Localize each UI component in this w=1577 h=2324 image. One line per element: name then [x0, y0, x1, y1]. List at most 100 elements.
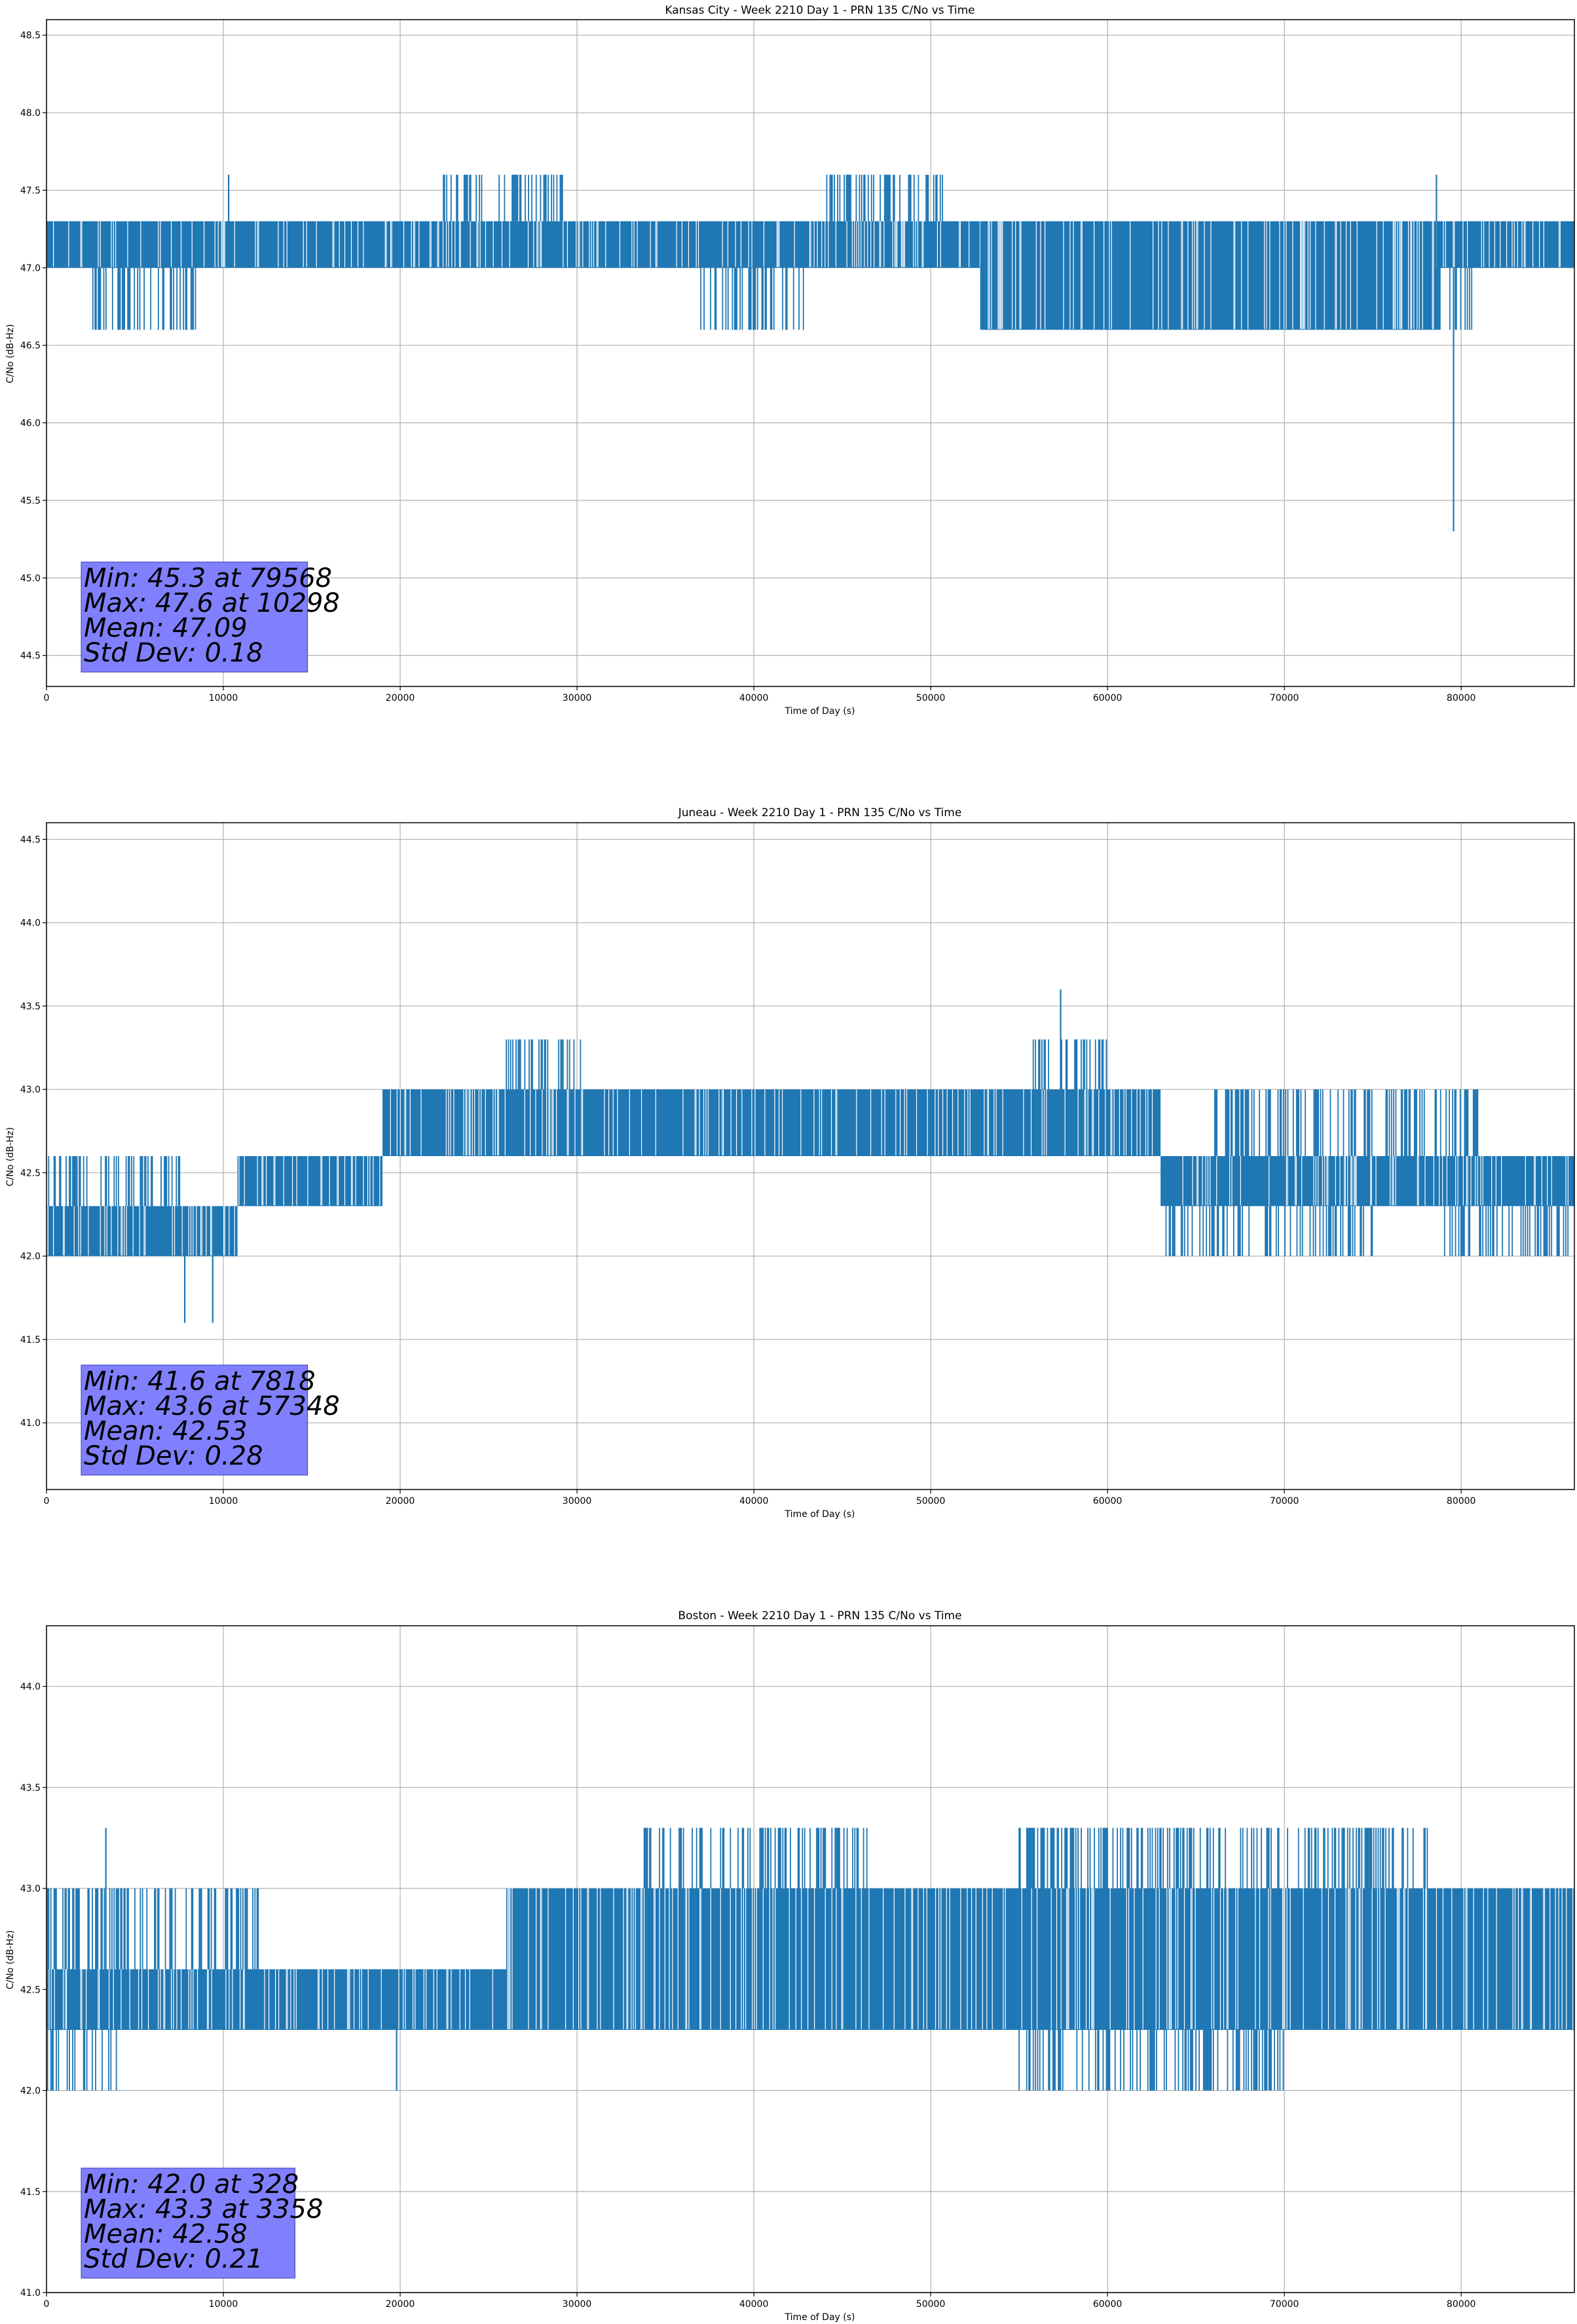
series-band: [980, 221, 1437, 330]
x-tick-label: 50000: [916, 1496, 946, 1507]
series-gap: [223, 1206, 225, 1256]
series-gap: [549, 1089, 551, 1155]
series-gap: [1513, 221, 1515, 267]
series-gap: [870, 1089, 872, 1155]
series-gap: [1259, 1888, 1261, 2029]
series-gap: [1371, 1888, 1373, 2029]
series-gap: [1085, 1089, 1086, 1155]
series-gap: [1109, 1888, 1111, 2029]
series-gap: [448, 221, 449, 267]
series-gap: [265, 1156, 267, 1206]
y-tick-label: 47.0: [20, 263, 41, 274]
series-gap: [1433, 221, 1434, 329]
series-gap: [883, 221, 885, 267]
series-gap: [447, 1969, 449, 2029]
series-gap: [1494, 221, 1495, 267]
series-gap: [492, 221, 494, 267]
series-gap: [379, 1156, 380, 1206]
series-gap: [1140, 1089, 1141, 1155]
series-gap: [608, 1089, 610, 1155]
series-gap: [957, 1089, 959, 1155]
series-gap: [867, 221, 868, 267]
series-gap: [800, 1888, 802, 2029]
y-tick-label: 41.0: [20, 2288, 41, 2298]
series-gap: [384, 221, 386, 267]
series-gap: [405, 1089, 407, 1155]
series-gap: [492, 1969, 493, 2029]
series-gap: [460, 221, 461, 267]
series-gap: [170, 1969, 172, 2029]
series-gap: [1043, 1089, 1045, 1155]
series-gap: [1543, 1888, 1544, 2029]
series-gap: [1393, 1156, 1394, 1206]
series-gap: [390, 1089, 391, 1155]
series-gap: [117, 1206, 119, 1256]
series-gap: [1384, 1888, 1386, 2029]
series-gap: [1081, 221, 1083, 329]
series-gap: [485, 1089, 486, 1155]
series-gap: [880, 221, 881, 267]
series-gap: [1424, 1156, 1426, 1206]
series-gap: [286, 1969, 287, 2029]
series-band: [46, 221, 980, 268]
series-gap: [1572, 1888, 1574, 2029]
series-gap: [468, 1089, 470, 1155]
series-gap: [163, 1969, 164, 2029]
series-gap: [626, 1888, 627, 2029]
series-gap: [600, 1888, 601, 2029]
series-gap: [912, 1888, 914, 2029]
series-gap: [1379, 1888, 1381, 2029]
series-gap: [174, 1206, 176, 1256]
series-gap: [1219, 1888, 1221, 2029]
series-gap: [764, 1089, 766, 1155]
series-gap: [420, 1089, 422, 1155]
series-gap: [1462, 1156, 1464, 1206]
y-tick-label: 44.5: [20, 834, 41, 845]
series-gap: [527, 221, 529, 267]
series-band: [46, 1206, 238, 1256]
series-gap: [258, 221, 259, 267]
series-gap: [1035, 221, 1037, 329]
series-gap: [1092, 1089, 1094, 1155]
series-gap: [451, 221, 453, 267]
series-gap: [62, 1969, 64, 2029]
series-gap: [1521, 1888, 1523, 2029]
y-tick-label: 44.5: [20, 651, 41, 662]
series-cno: [46, 174, 1574, 532]
stats-box: [81, 1364, 308, 1476]
stats-line: Min: 41.6 at 7818: [84, 1366, 316, 1396]
series-gap: [445, 221, 447, 267]
x-tick-label: 0: [44, 2299, 50, 2310]
panel-boston: Boston - Week 2210 Day 1 - PRN 135 C/No …: [5, 1609, 1575, 2323]
series-gap: [722, 221, 723, 267]
series-gap: [547, 1888, 549, 2029]
series-gap: [1240, 221, 1242, 329]
y-tick-label: 42.5: [20, 1168, 41, 1178]
series-gap: [1088, 1888, 1090, 2029]
series-gap: [629, 1089, 630, 1155]
x-tick-label: 60000: [1093, 1496, 1122, 1507]
series-gap: [697, 221, 699, 267]
series-gap: [1566, 1888, 1567, 2029]
series-gap: [1292, 221, 1293, 329]
series-gap: [100, 221, 101, 267]
series-gap: [141, 1969, 143, 2029]
series-gap: [892, 221, 893, 267]
series-gap: [989, 221, 990, 329]
stats-line: Std Dev: 0.21: [84, 2244, 263, 2274]
series-gap: [1229, 1156, 1231, 1206]
series-gap: [225, 1969, 227, 2029]
series-gap: [1517, 221, 1518, 267]
series-gap: [1077, 1888, 1078, 2029]
series-gap: [132, 1206, 134, 1256]
series-gap: [1119, 1089, 1121, 1155]
series-gap: [348, 1969, 349, 2029]
series-gap: [1521, 221, 1523, 267]
series-gap: [903, 221, 904, 267]
series-gap: [170, 221, 172, 267]
series-gap: [881, 1089, 882, 1155]
series-band: [506, 1888, 1574, 2030]
series-gap: [1005, 1888, 1006, 2029]
series-gap: [1128, 1888, 1130, 2029]
series-gap: [257, 1156, 258, 1206]
